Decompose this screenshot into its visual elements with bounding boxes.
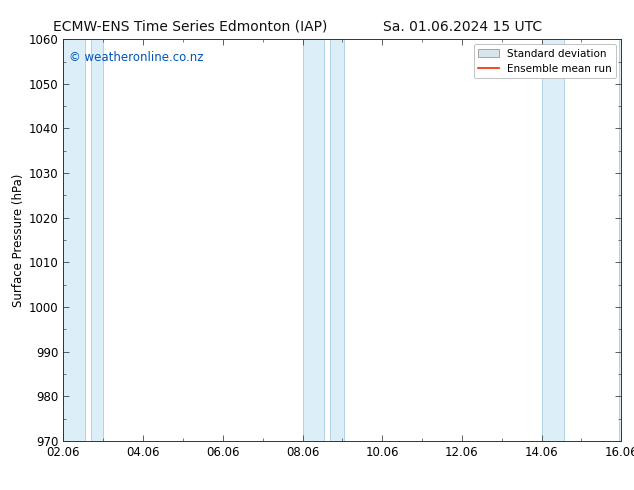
Bar [302, 39, 325, 441]
Legend: Standard deviation, Ensemble mean run: Standard deviation, Ensemble mean run [474, 45, 616, 78]
Text: Sa. 01.06.2024 15 UTC: Sa. 01.06.2024 15 UTC [384, 20, 542, 34]
Bar [91, 39, 103, 441]
Bar [619, 39, 634, 441]
Bar [330, 39, 344, 441]
Text: ECMW-ENS Time Series Edmonton (IAP): ECMW-ENS Time Series Edmonton (IAP) [53, 20, 327, 34]
Bar [63, 39, 86, 441]
Text: © weatheronline.co.nz: © weatheronline.co.nz [69, 51, 204, 64]
Bar [541, 39, 564, 441]
Y-axis label: Surface Pressure (hPa): Surface Pressure (hPa) [11, 173, 25, 307]
